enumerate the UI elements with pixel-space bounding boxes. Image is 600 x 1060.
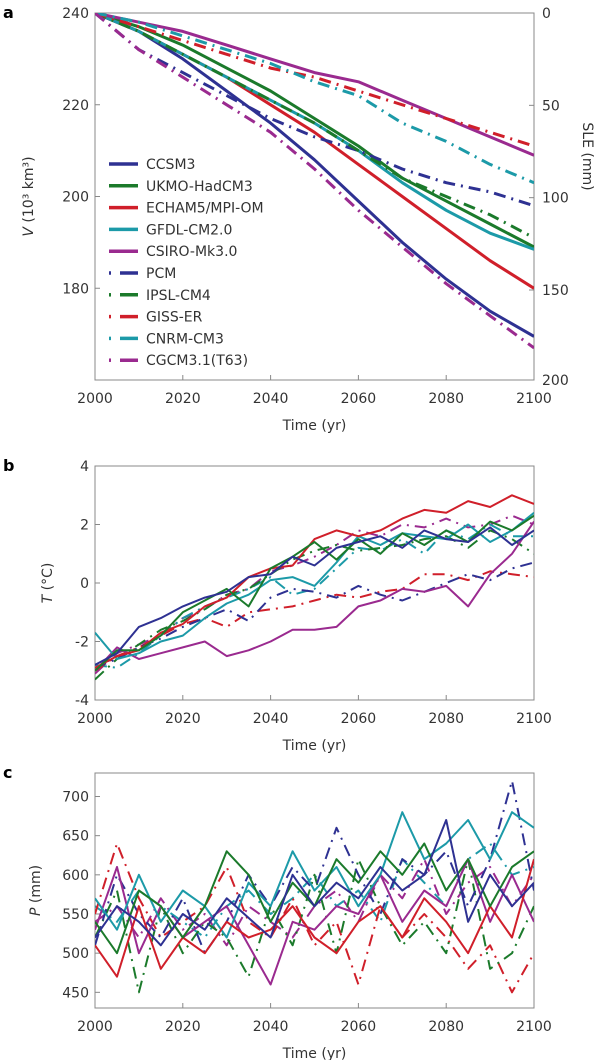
series-line-cgcm3-1-t63- (95, 13, 534, 350)
y-axis-label: P (mm) (28, 865, 44, 916)
series-line-pcm (95, 13, 534, 208)
x-tick-label: 2080 (428, 711, 464, 727)
y2-tick-label: 200 (542, 373, 569, 389)
series-line-ccsm3 (95, 819, 534, 947)
legend-item: ECHAM5/MPI-OM (109, 201, 264, 217)
x-tick-label: 2020 (165, 391, 201, 407)
series-line-ukmo-hadcm3 (95, 514, 534, 672)
legend-label: UKMO-HadCM3 (146, 179, 253, 195)
x-tick-label: 2100 (516, 391, 552, 407)
series-line-ukmo-hadcm3 (95, 13, 534, 249)
y-tick-label: 200 (62, 190, 89, 206)
legend-label: CCSM3 (146, 157, 195, 173)
y2-axis-label: SLE (mm) (579, 122, 595, 190)
y2-tick-label: 0 (542, 6, 551, 22)
legend-label: CNRM-CM3 (146, 331, 224, 347)
panel-b: b 2000 2020 2040 2060 2080 2100 -4 -2 0 2 4 Time (yr… (3, 456, 552, 754)
series-line-ccsm3 (95, 13, 534, 338)
x-tick-label: 2060 (341, 711, 377, 727)
legend-item: CNRM-CM3 (109, 331, 224, 347)
y-tick-label: 180 (62, 281, 89, 297)
y-tick-label: 650 (62, 829, 89, 845)
x-tick-label: 2060 (341, 1019, 377, 1035)
y-tick-label: -2 (75, 635, 89, 651)
y-tick-label: 240 (62, 6, 89, 22)
legend-item: GISS-ER (109, 310, 203, 326)
legend-item: GFDL-CM2.0 (109, 222, 232, 238)
y2-tick-label: 100 (542, 191, 569, 207)
x-tick-label: 2080 (428, 1019, 464, 1035)
legend-label: CGCM3.1(T63) (146, 353, 248, 369)
legend-item: CCSM3 (109, 157, 195, 173)
series-line-echam5-mpi-om (95, 494, 534, 669)
series-line-giss-er (95, 13, 534, 148)
y-axis-label: T (°C) (40, 563, 56, 604)
y-tick-label: 550 (62, 907, 89, 923)
legend-label: IPSL-CM4 (146, 288, 211, 304)
y-tick-label: 700 (62, 790, 89, 806)
x-tick-label: 2060 (341, 391, 377, 407)
panel-letter: b (3, 456, 14, 475)
series-line-gfdl-cm2-0 (95, 811, 534, 939)
x-tick-label: 2000 (77, 711, 113, 727)
x-tick-label: 2100 (516, 711, 552, 727)
legend-label: PCM (146, 266, 176, 282)
legend-item: IPSL-CM4 (109, 288, 211, 304)
x-tick-label: 2040 (253, 1019, 289, 1035)
x-tick-label: 2000 (77, 391, 113, 407)
y-axis-label: V (10³ km³) (21, 156, 37, 236)
legend-label: GISS-ER (146, 310, 203, 326)
panel-letter: a (3, 3, 14, 22)
x-tick-label: 2100 (516, 1019, 552, 1035)
y-tick-label: 4 (80, 459, 89, 475)
x-tick-label: 2040 (253, 711, 289, 727)
series-line-pcm (95, 561, 534, 669)
x-tick-label: 2020 (165, 1019, 201, 1035)
x-tick-label: 2020 (165, 711, 201, 727)
legend-label: GFDL-CM2.0 (146, 222, 232, 238)
series-line-giss-er (95, 842, 534, 994)
y2-tick-label: 50 (542, 98, 560, 114)
y-tick-label: 220 (62, 98, 89, 114)
legend-label: ECHAM5/MPI-OM (146, 201, 264, 217)
x-axis-label: Time (yr) (282, 1046, 347, 1060)
x-tick-label: 2000 (77, 1019, 113, 1035)
series-line-csiro-mk3-0 (95, 521, 534, 672)
y-tick-label: 500 (62, 946, 89, 962)
legend-item: PCM (109, 266, 176, 282)
legend-item: CSIRO-Mk3.0 (109, 244, 237, 260)
series-line-ipsl-cm4 (95, 858, 534, 994)
series-line-echam5-mpi-om (95, 858, 534, 978)
y-tick-label: 600 (62, 868, 89, 884)
x-tick-label: 2040 (253, 391, 289, 407)
series-line-giss-er (95, 570, 534, 672)
series-line-pcm (95, 779, 534, 955)
series-line-ccsm3 (95, 526, 534, 666)
legend-label: CSIRO-Mk3.0 (146, 244, 237, 260)
series-line-ipsl-cm4 (95, 13, 534, 240)
x-tick-label: 2080 (428, 391, 464, 407)
panel-letter: c (3, 763, 12, 782)
x-axis-label: Time (yr) (282, 738, 347, 754)
legend-item: UKMO-HadCM3 (109, 179, 253, 195)
legend-item: CGCM3.1(T63) (109, 353, 248, 369)
series-line-cnrm-cm3 (95, 523, 534, 669)
y-tick-label: 2 (80, 518, 89, 534)
y-tick-label: -4 (75, 693, 89, 709)
y-tick-label: 450 (62, 985, 89, 1001)
x-axis-label: Time (yr) (282, 418, 347, 434)
series-line-cnrm-cm3 (95, 13, 534, 185)
series-line-gfdl-cm2-0 (95, 512, 534, 660)
y2-tick-label: 150 (542, 283, 569, 299)
y-tick-label: 0 (80, 576, 89, 592)
series-line-cgcm3-1-t63- (95, 858, 534, 947)
panel-c: c 2000 2020 2040 2060 2080 2100 450 500 550 600 650… (3, 763, 552, 1060)
